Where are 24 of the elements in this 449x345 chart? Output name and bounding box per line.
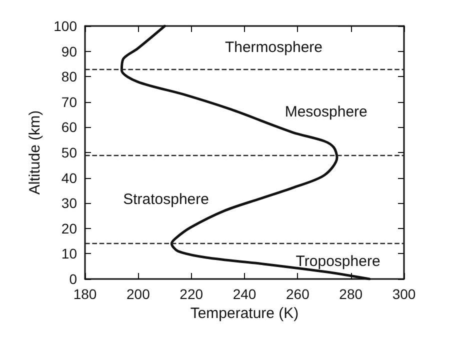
y-tick-label: 90 [61, 43, 78, 60]
y-tick-label: 60 [61, 119, 78, 136]
annotation: Mesosphere [284, 104, 368, 121]
y-tick-label: 10 [61, 246, 78, 262]
y-tick-label: 100 [54, 18, 78, 34]
y-tick-label: 0 [69, 271, 78, 287]
annotation: Stratosphere [123, 190, 209, 208]
x-tick-label: 260 [286, 286, 310, 302]
x-tick-label: 200 [126, 286, 150, 302]
annotation: Troposphere [296, 252, 380, 270]
x-tick-label: 220 [180, 286, 204, 302]
y-tick-label: 80 [61, 68, 78, 85]
x-axis-title: Temperature (K) [190, 304, 299, 322]
y-tick-label: 40 [61, 170, 78, 186]
y-tick-label: 70 [61, 94, 78, 110]
x-tick-label: 300 [392, 286, 416, 302]
x-tick-label: 180 [73, 286, 97, 302]
x-tick-label: 240 [232, 286, 256, 302]
annotation: Thermosphere [224, 39, 322, 56]
x-tick-label: 280 [339, 286, 363, 302]
y-axis-title: Altitude (km) [26, 110, 44, 195]
y-tick-label: 30 [61, 195, 78, 212]
y-tick-label: 20 [61, 220, 78, 236]
y-tick-label: 50 [61, 144, 78, 160]
